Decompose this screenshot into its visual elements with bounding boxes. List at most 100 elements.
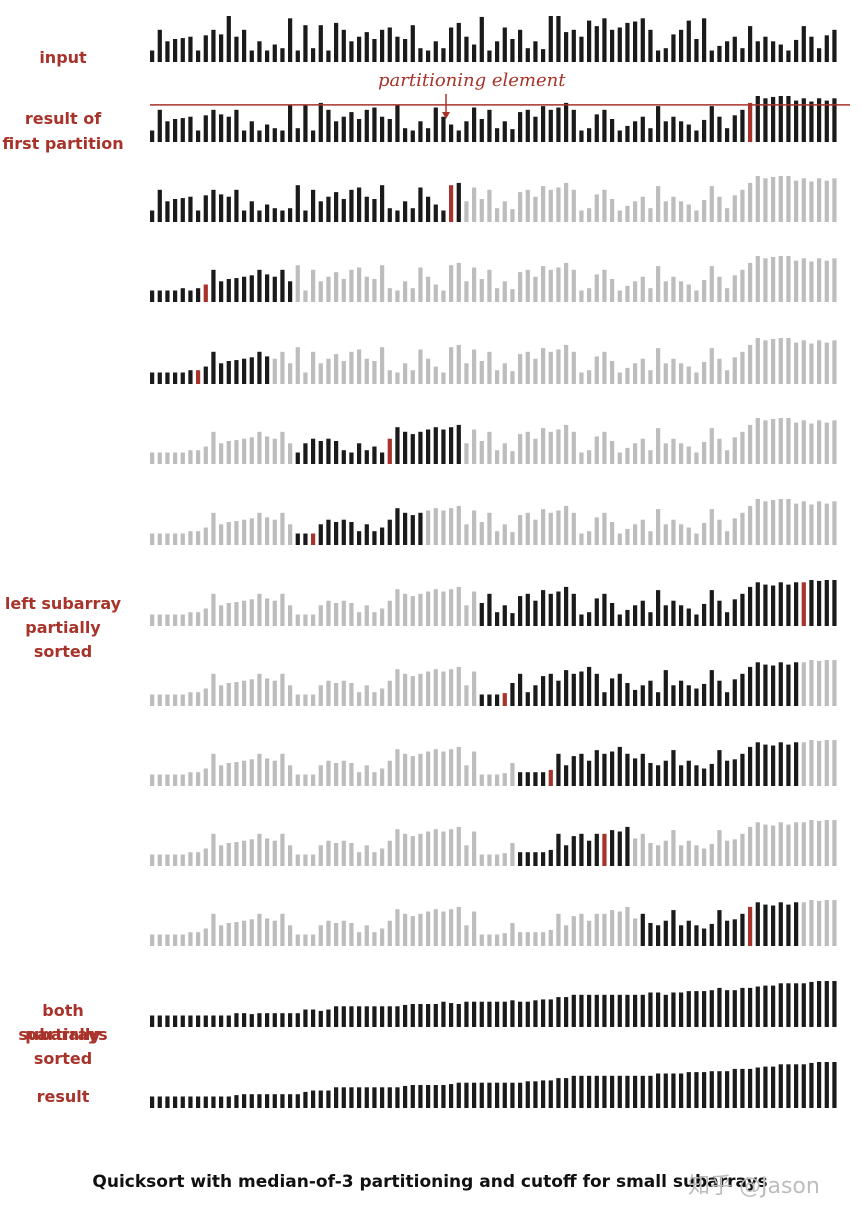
bar <box>395 829 400 866</box>
bar <box>694 210 699 222</box>
bar <box>280 1094 285 1108</box>
bar <box>817 98 822 142</box>
bar <box>395 427 400 464</box>
bar <box>671 34 676 62</box>
bar <box>533 276 538 302</box>
bar <box>709 509 714 545</box>
bar <box>564 344 569 384</box>
bar <box>479 279 484 302</box>
bar <box>196 772 201 786</box>
bar <box>564 997 569 1027</box>
bar <box>502 27 507 62</box>
array-row-13 <box>150 1062 837 1108</box>
bar <box>456 746 461 786</box>
bar <box>541 509 546 545</box>
bar <box>533 116 538 142</box>
bar <box>817 981 822 1027</box>
bar <box>817 820 822 866</box>
bar <box>533 685 538 706</box>
bar <box>587 128 592 142</box>
bar <box>173 934 178 946</box>
bar <box>786 50 791 62</box>
bar <box>564 1078 569 1108</box>
bar <box>372 692 377 706</box>
bar <box>709 428 714 464</box>
bar <box>426 510 431 545</box>
bar <box>418 187 423 222</box>
bar <box>165 201 170 222</box>
bar <box>671 116 676 142</box>
bar <box>702 768 707 786</box>
bar <box>418 753 423 786</box>
bar <box>456 22 461 62</box>
bar <box>786 338 791 384</box>
bar <box>380 1087 385 1108</box>
bar <box>364 1087 369 1108</box>
bar <box>203 848 208 866</box>
bar <box>778 662 783 706</box>
bar <box>656 50 661 62</box>
bar <box>518 673 523 706</box>
bar <box>272 438 277 464</box>
bar <box>824 35 829 62</box>
bar <box>663 920 668 946</box>
bar <box>755 742 760 786</box>
bar <box>725 840 730 866</box>
bar <box>694 130 699 142</box>
bar <box>441 290 446 302</box>
bar <box>203 35 208 62</box>
bar <box>203 195 208 222</box>
bar <box>663 524 668 545</box>
bar <box>694 845 699 866</box>
bar <box>449 749 454 786</box>
bar <box>671 685 676 706</box>
bar <box>633 363 638 384</box>
bar <box>226 116 231 142</box>
bar <box>303 290 308 302</box>
bar <box>403 753 408 786</box>
bar <box>226 923 231 946</box>
bar <box>556 429 561 464</box>
bar <box>479 361 484 384</box>
bar <box>533 519 538 545</box>
bar <box>656 692 661 706</box>
bar <box>541 772 546 786</box>
bar <box>671 600 676 626</box>
bar <box>587 612 592 626</box>
bar <box>502 773 507 786</box>
bar <box>725 692 730 706</box>
bar <box>495 774 500 786</box>
bar <box>579 614 584 626</box>
bar <box>410 676 415 706</box>
bar <box>832 420 837 464</box>
bar <box>441 911 446 946</box>
bar <box>188 772 193 786</box>
bar <box>495 208 500 222</box>
bar <box>456 1004 461 1027</box>
bar <box>472 510 477 545</box>
bar <box>226 441 231 464</box>
bar <box>648 1075 653 1108</box>
bar <box>663 363 668 384</box>
bar <box>541 676 546 706</box>
bar <box>157 29 162 62</box>
bar <box>380 527 385 545</box>
bar <box>656 186 661 222</box>
bar <box>211 269 216 302</box>
bar <box>640 438 645 464</box>
bar <box>288 105 293 142</box>
bar <box>341 361 346 384</box>
bar <box>272 208 277 222</box>
bar <box>211 833 216 866</box>
bar <box>157 694 162 706</box>
bar <box>357 612 362 626</box>
array-row-0 <box>150 16 837 63</box>
bar <box>510 532 515 545</box>
bar <box>548 593 553 626</box>
bar <box>441 831 446 866</box>
bar <box>579 372 584 384</box>
bar <box>418 267 423 302</box>
bar <box>288 685 293 706</box>
bar <box>709 843 714 866</box>
bar <box>441 48 446 62</box>
